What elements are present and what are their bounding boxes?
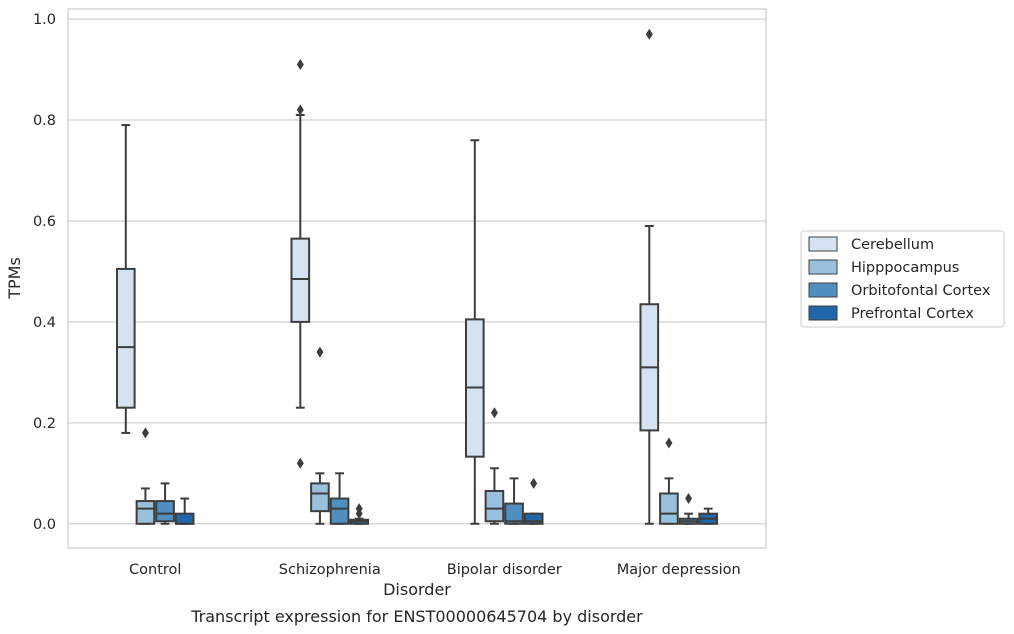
box-body bbox=[504, 502, 524, 525]
box-body bbox=[329, 497, 350, 525]
box-0-0 bbox=[115, 124, 136, 434]
x-axis-label: Disorder bbox=[383, 580, 451, 599]
legend-swatch bbox=[808, 282, 838, 298]
legend-items: Cerebellum Hipppocampus Orbitofontal Corte… bbox=[808, 236, 991, 322]
box-2-1 bbox=[329, 472, 350, 525]
box-1-1 bbox=[310, 346, 330, 525]
outlier-point bbox=[645, 28, 653, 40]
plot-frame bbox=[67, 8, 767, 549]
legend-label: Orbitofontal Cortex bbox=[851, 283, 991, 299]
legend-swatch bbox=[808, 259, 838, 275]
box-body bbox=[290, 237, 311, 323]
box-3-1 bbox=[349, 503, 370, 525]
outlier-point bbox=[296, 457, 304, 469]
box-2-3 bbox=[678, 493, 699, 525]
legend-label: Cerebellum bbox=[851, 237, 934, 253]
legend-swatch bbox=[808, 236, 838, 252]
figure-caption: Transcript expression for ENST0000064570… bbox=[190, 607, 643, 626]
box-body bbox=[174, 512, 195, 525]
outlier-point bbox=[355, 503, 363, 515]
y-tick-label: 0.6 bbox=[33, 214, 56, 230]
box-0-1 bbox=[290, 59, 311, 469]
outlier-point bbox=[685, 493, 693, 505]
y-tick-label: 0.4 bbox=[33, 315, 56, 331]
outlier-point bbox=[665, 437, 673, 449]
box-body bbox=[659, 492, 679, 525]
box-body bbox=[135, 500, 156, 525]
y-tick-label: 1.0 bbox=[33, 12, 56, 28]
box-2-0 bbox=[155, 482, 175, 525]
y-axis-label: TPMs bbox=[5, 257, 24, 300]
outlier-point bbox=[316, 346, 324, 358]
box-0-2 bbox=[464, 139, 485, 525]
y-tick-label: 0.8 bbox=[33, 113, 56, 129]
legend-swatch bbox=[808, 305, 838, 321]
box-3-2 bbox=[523, 477, 544, 525]
y-tick-label: 0.2 bbox=[33, 416, 56, 432]
legend-label: Prefrontal Cortex bbox=[851, 306, 974, 322]
y-tick-labels: 0.0 0.2 0.4 0.6 0.8 1.0 bbox=[33, 12, 56, 533]
box-3-0 bbox=[174, 497, 195, 525]
box-3-3 bbox=[698, 507, 719, 525]
legend-label: Hipppocampus bbox=[851, 260, 959, 276]
box-1-3 bbox=[659, 437, 679, 525]
y-tick-label: 0.0 bbox=[33, 517, 56, 533]
x-tick-label: Schizophrenia bbox=[279, 562, 381, 578]
outlier-point bbox=[296, 59, 304, 71]
box-body bbox=[155, 500, 175, 523]
outlier-point bbox=[490, 407, 498, 419]
box-1-2 bbox=[484, 407, 505, 525]
box-body bbox=[484, 489, 505, 523]
x-tick-label: Major depression bbox=[617, 562, 741, 578]
box-body bbox=[115, 267, 136, 409]
x-tick-label: Bipolar disorder bbox=[447, 562, 562, 578]
box-0-3 bbox=[639, 28, 660, 525]
legend: Cerebellum Hipppocampus Orbitofontal Corte… bbox=[800, 230, 1005, 328]
box-1-0 bbox=[135, 427, 156, 525]
x-tick-label: Control bbox=[129, 562, 181, 578]
outlier-point bbox=[296, 104, 304, 116]
outlier-point bbox=[141, 427, 149, 439]
x-tick-labels: Control Schizophrenia Bipolar disorder Majo… bbox=[129, 562, 741, 578]
box-2-2 bbox=[504, 477, 524, 525]
outlier-point bbox=[530, 477, 538, 489]
box-body bbox=[310, 482, 330, 513]
plot-background bbox=[68, 9, 766, 548]
box-groups bbox=[115, 28, 719, 525]
legend-frame bbox=[800, 230, 1005, 328]
box-body bbox=[523, 512, 544, 525]
